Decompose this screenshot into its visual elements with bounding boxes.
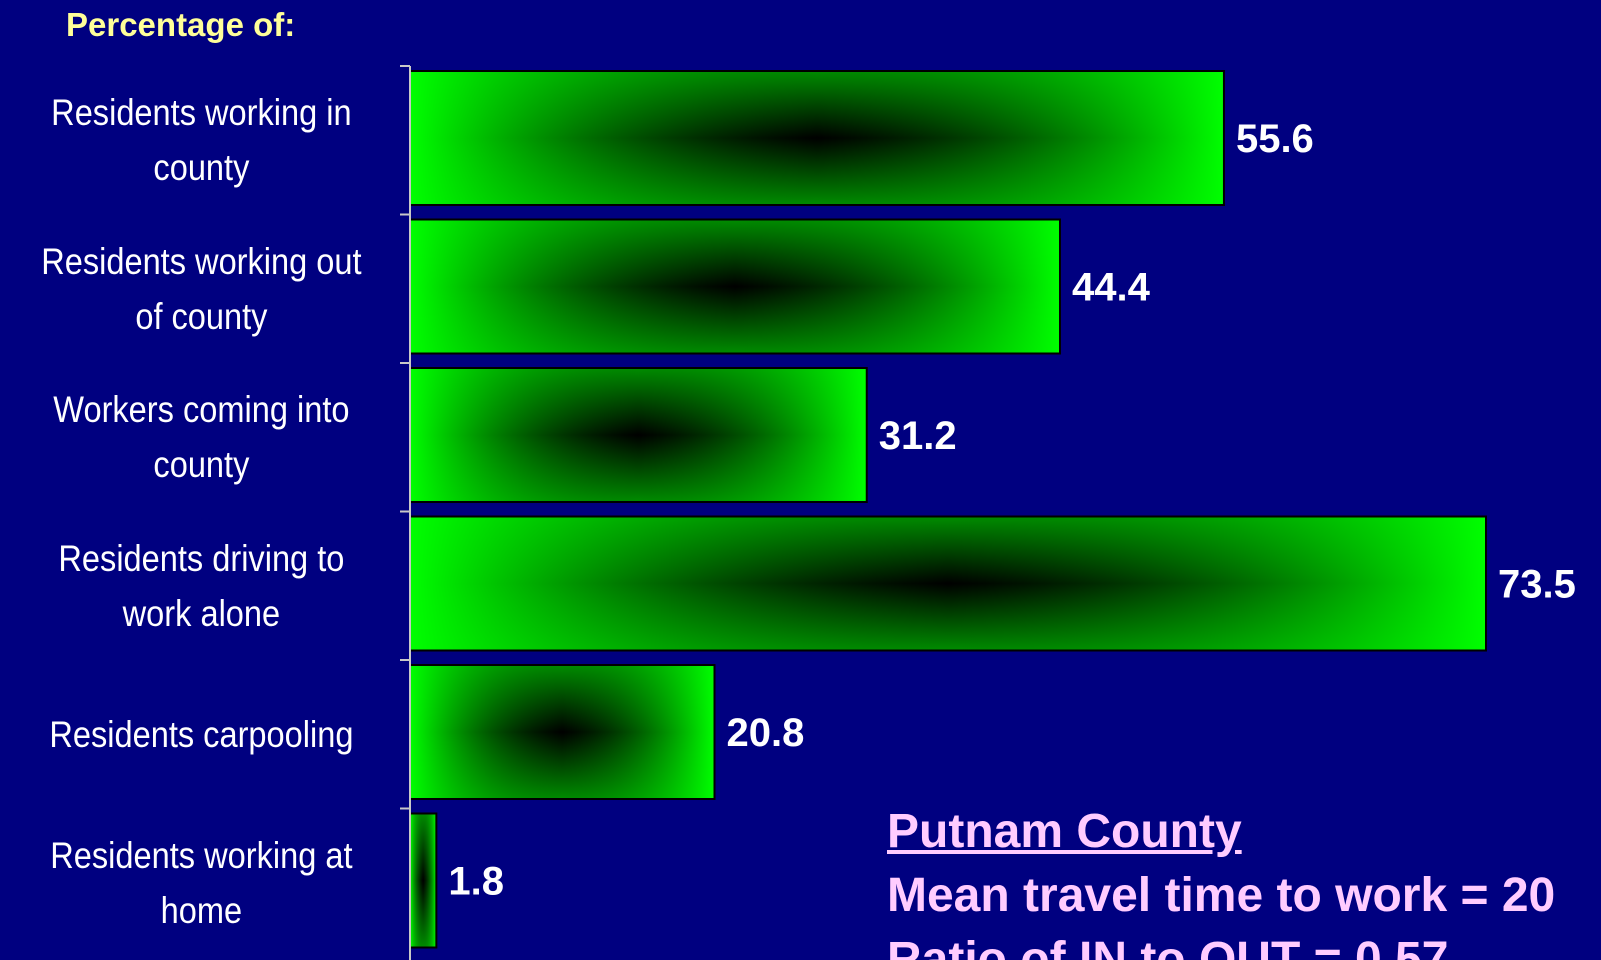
bars-layer: [409, 70, 1487, 949]
bar-shade: [410, 516, 1486, 651]
value-label: 55.6: [1236, 117, 1314, 161]
value-label: 20.8: [727, 711, 805, 755]
category-label: Residents working out of county: [41, 240, 362, 337]
bar: [409, 664, 716, 800]
mean-travel-time: Mean travel time to work = 20: [887, 869, 1556, 922]
in-out-ratio: Ratio of IN to OUT = 0.57: [887, 933, 1449, 960]
category-label: Workers coming into county: [53, 389, 350, 486]
bar-shade: [410, 71, 1224, 205]
category-label: Residents driving to work alone: [58, 537, 345, 634]
bar-shade: [410, 368, 867, 502]
category-label: Residents carpooling: [49, 713, 354, 755]
value-label: 1.8: [448, 860, 504, 904]
county-name: Putnam County: [887, 805, 1242, 858]
bar-shade: [410, 665, 715, 799]
bar: [409, 367, 868, 503]
value-label: 44.4: [1072, 266, 1151, 310]
axis-layer: [400, 65, 411, 960]
bar-shade: [410, 219, 1060, 354]
county-info: Putnam County Mean travel time to work =…: [887, 800, 1555, 960]
bar-shade: [410, 813, 437, 948]
bar: [409, 515, 1487, 652]
value-labels-layer: 55.6 44.4 31.2 73.5 20.8 1.8: [448, 117, 1576, 904]
category-label: Residents working at home: [50, 834, 353, 931]
chart-title: Percentage of:: [66, 6, 296, 43]
category-label: Residents working in county: [51, 92, 352, 189]
bar: [409, 812, 438, 949]
value-label: 31.2: [879, 414, 957, 458]
bar: [409, 70, 1225, 206]
value-label: 73.5: [1498, 563, 1576, 607]
bar: [409, 218, 1061, 355]
